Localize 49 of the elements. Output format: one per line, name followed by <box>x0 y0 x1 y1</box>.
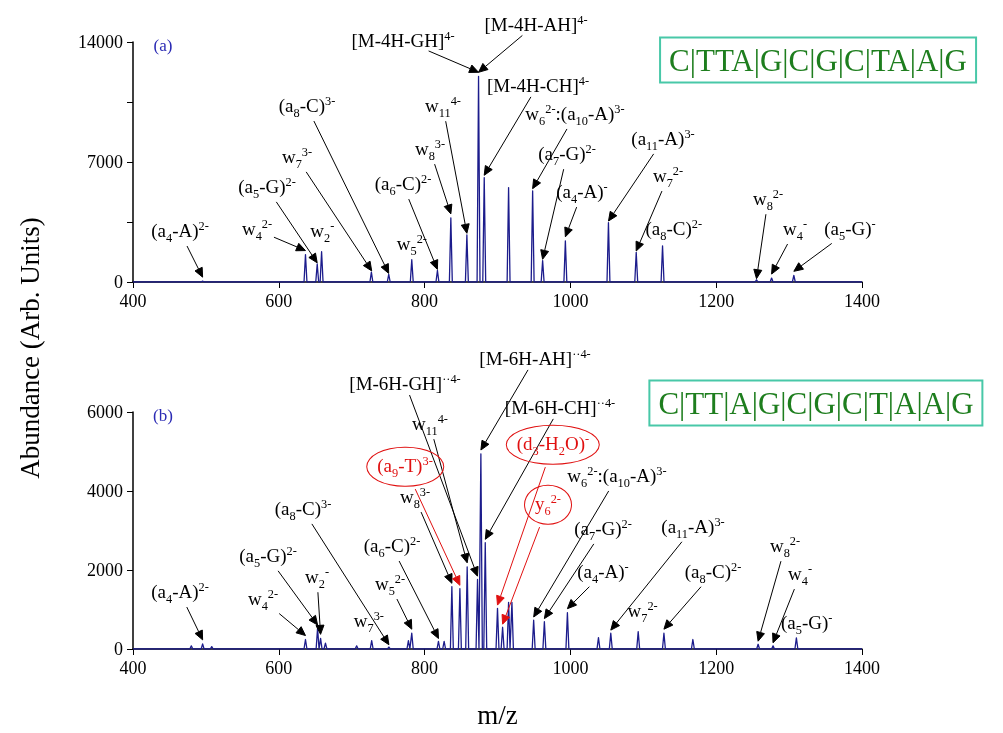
annotation: (a$_{8}$-C)$^{2-}$ <box>684 559 742 586</box>
annotation: (a$_{4}$-A)$^{2-}$ <box>151 579 209 606</box>
x-tick-label: 1200 <box>698 291 735 311</box>
y-tick-label: 2000 <box>87 560 123 580</box>
y-tick-label: 14000 <box>78 32 123 52</box>
annotation: (a$_{8}$-C)$^{3-}$ <box>278 93 336 120</box>
y-tick-label: 6000 <box>87 402 123 422</box>
annotation: C|TT|A|G|C|G|C|T|A|A|G <box>648 379 984 427</box>
x-tick-label: 600 <box>265 658 293 678</box>
x-tick-label: 800 <box>411 291 439 311</box>
annotation: [M-6H-CH]$^{··4-}$ <box>504 395 616 419</box>
x-tick-label: 800 <box>411 658 439 678</box>
annotation: (a$_{7}$-G)$^{2-}$ <box>538 141 596 168</box>
x-axis-title: m/z <box>477 699 518 730</box>
y-tick-label: 4000 <box>87 481 123 501</box>
annotation: w$_{6}$$^{2-}$:(a$_{10}$-A)$^{3-}$ <box>525 101 625 128</box>
annotation: [M-4H-AH]$^{4-}$ <box>484 12 588 36</box>
x-tick-label: 400 <box>119 291 147 311</box>
x-tick-label: 1200 <box>698 658 735 678</box>
annotation: (a$_{5}$-G)$^{2-}$ <box>238 174 296 201</box>
annotation: (a$_{5}$-G)$^{-}$ <box>780 610 833 637</box>
annotation: (a$_{6}$-C)$^{2-}$ <box>374 171 432 198</box>
x-tick-label: 400 <box>119 658 147 678</box>
annotation: (a$_{5}$-G)$^{2-}$ <box>239 543 297 570</box>
y-tick-label: 0 <box>114 272 123 292</box>
annotation: [M-4H-GH]$^{4-}$ <box>351 28 455 52</box>
x-tick-label: 1000 <box>552 658 589 678</box>
chart-title: (a) <box>153 35 173 55</box>
annotation: [M-4H-CH]$^{4-}$ <box>486 73 590 97</box>
annotation: (a$_{5}$-G)$^{-}$ <box>824 216 876 243</box>
annotation: (a$_{8}$-C)$^{2-}$ <box>645 216 703 243</box>
x-tick-label: 1400 <box>844 658 880 678</box>
x-tick-label: 600 <box>265 291 293 311</box>
y-tick-label: 7000 <box>87 152 123 172</box>
chart-title: (b) <box>153 405 173 425</box>
annotation: (a$_{4}$-A)$^{2-}$ <box>151 218 209 245</box>
annotation: (a$_{9}$-T)$^{3-}$ <box>377 453 433 480</box>
annotation: (a$_{11}$-A)$^{3-}$ <box>661 514 725 541</box>
text: [M-6H-GH]$^{··4-}$ <box>349 371 461 395</box>
annotation: C|TTA|G|C|G|C|TA|A|G <box>659 36 977 84</box>
annotation: (a$_{6}$-C)$^{2-}$ <box>363 533 421 560</box>
y-tick-label: 0 <box>114 639 123 659</box>
annotation: (a$_{8}$-C)$^{3-}$ <box>274 496 332 523</box>
annotation: (a$_{4}$-A)$^{-}$ <box>577 559 629 586</box>
y-axis-title: Abundance (Arb. Units) <box>14 217 46 479</box>
x-tick-label: 1000 <box>552 291 589 311</box>
text: [M-6H-AH]$^{··4-}$ <box>479 346 591 370</box>
x-tick-label: 1400 <box>844 291 880 311</box>
annotation: (a$_{11}$-A)$^{3-}$ <box>631 126 695 153</box>
